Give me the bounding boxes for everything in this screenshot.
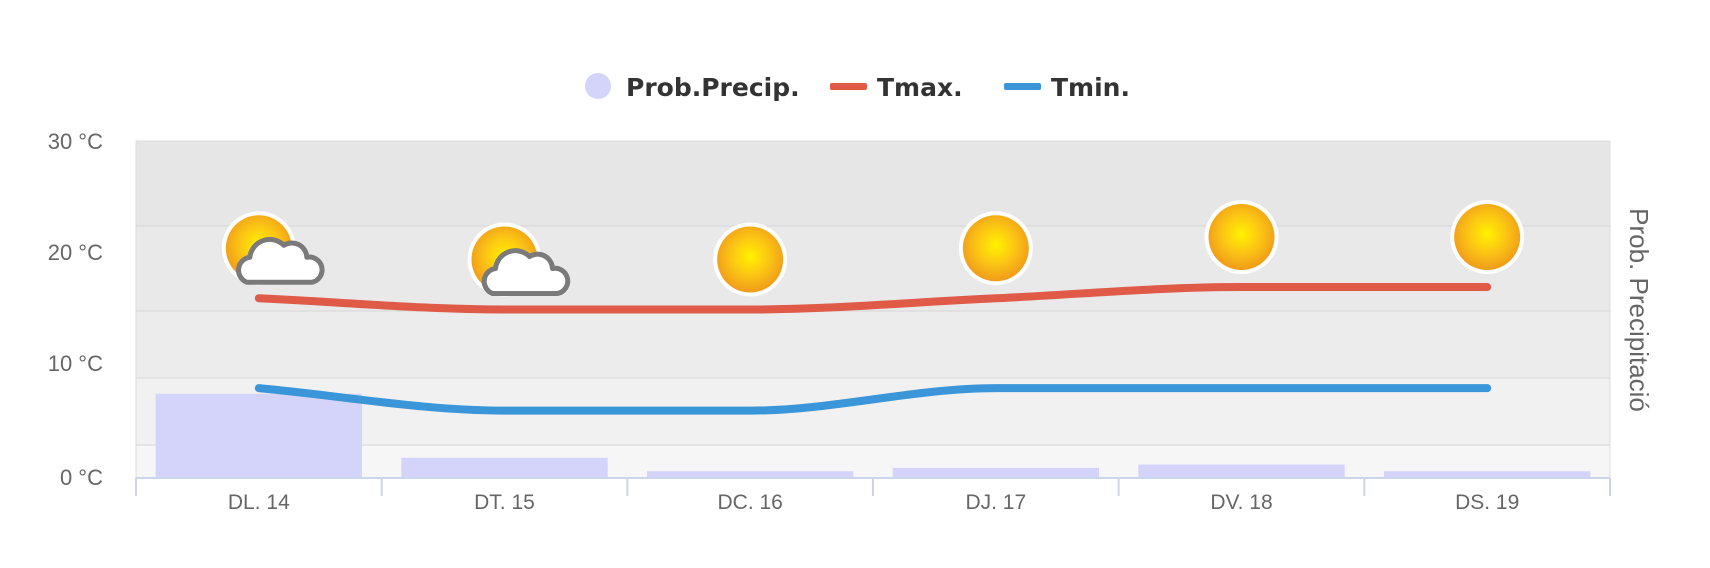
precip-bars [155,393,1591,478]
legend-tmin-label: Tmin. [1051,73,1130,102]
sun-icon [1204,200,1279,275]
legend-precip-marker [585,73,611,99]
sun-disc [717,226,784,293]
legend-precip-label: Prob.Precip. [626,73,800,102]
y-tick-label: 10 °C [48,351,103,376]
sun-icon [958,211,1033,286]
x-axis: DL. 14 DT. 15 DC. 16 DJ. 17 DV. 18 DS. 19 [135,477,1611,514]
precip-bar [646,471,854,478]
precip-bar [401,457,608,478]
y2-axis-label: Prob. Precipitació [1624,208,1654,412]
y-tick-label: 30 °C [48,129,103,154]
x-tick-label: DS. 19 [1455,491,1519,514]
legend: Prob.Precip. Tmax. Tmin. [585,73,1130,102]
tmax-line [254,283,1492,314]
x-tick-label: DT. 15 [474,491,535,514]
y-axis: 0 °C 10 °C 20 °C 30 °C [48,129,103,490]
y-tick-label: 20 °C [48,240,103,265]
legend-tmax-marker [830,83,867,90]
x-tick-label: DL. 14 [228,491,290,514]
y-tick-label: 0 °C [60,465,103,490]
legend-item-tmin[interactable]: Tmin. [1004,73,1130,102]
legend-item-precip[interactable]: Prob.Precip. [585,73,800,102]
grid-lines [136,225,1610,446]
x-tick-label: DJ. 17 [965,491,1026,514]
sun-disc [1454,204,1521,271]
weather-icons [221,200,1525,297]
x-tick-label: DV. 18 [1210,491,1272,514]
x-tick-label: DC. 16 [717,491,782,514]
sun-cloud-icon [221,211,325,286]
sun-cloud-icon [467,222,571,297]
legend-tmax-label: Tmax. [877,73,963,102]
tmin-line [254,384,1492,415]
sun-icon [713,222,788,297]
cloud-shape [481,248,571,296]
precip-bar [155,393,363,478]
sun-disc [1208,204,1275,271]
legend-tmin-marker [1004,83,1041,90]
cloud-shape [236,236,325,285]
sun-icon [1450,200,1525,275]
precip-bar [892,467,1100,478]
precip-bar [1138,464,1345,478]
sun-disc [962,215,1029,282]
precip-bar [1383,471,1591,478]
legend-item-tmax[interactable]: Tmax. [830,73,963,102]
